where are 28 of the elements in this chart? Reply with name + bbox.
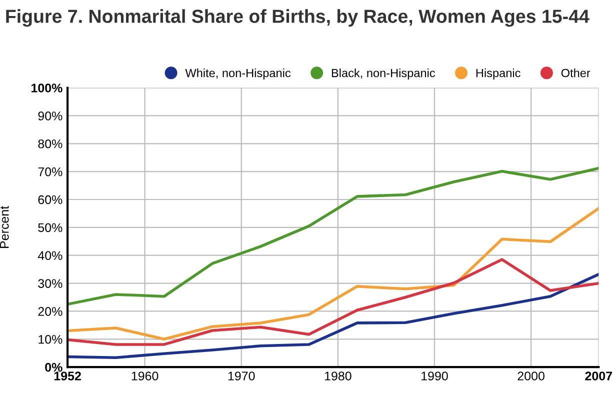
x-tick-label: 1990 [422,372,448,380]
y-tick-label: 10% [38,334,62,344]
line-series [68,272,599,359]
x-tick-label: 2007 [585,372,612,380]
y-tick-label: 30% [38,279,62,288]
legend-label: Black, non-Hispanic [332,68,436,80]
y-tick-label: 100% [31,84,62,92]
line-series [68,207,599,341]
x-tick-label: 2000 [518,372,544,380]
y-tick-label: 60% [38,195,62,204]
line-series [68,258,599,346]
x-tick-label: 1970 [228,372,255,380]
y-tick-label: 0% [45,362,62,372]
legend-label: White, non-Hispanic [185,68,291,80]
y-tick-label: 90% [38,112,62,120]
x-tick-label: 1960 [132,372,158,380]
y-tick-label: 20% [38,307,62,316]
chart-title: Figure 7. Nonmarital Share of Births, by Race, Women Ages 15-44 [6,9,590,27]
x-tick-label: 1980 [324,372,352,380]
line-series [68,166,599,306]
legend-label: Other [561,68,590,78]
y-tick-label: 50% [38,223,62,232]
y-tick-label: 70% [38,167,62,176]
y-tick-label: 40% [38,251,62,260]
x-tick-label: 1952 [54,372,81,380]
legend-label: Hispanic [476,68,520,80]
y-axis-title: Percent [0,206,9,248]
y-tick-label: 80% [38,139,62,148]
